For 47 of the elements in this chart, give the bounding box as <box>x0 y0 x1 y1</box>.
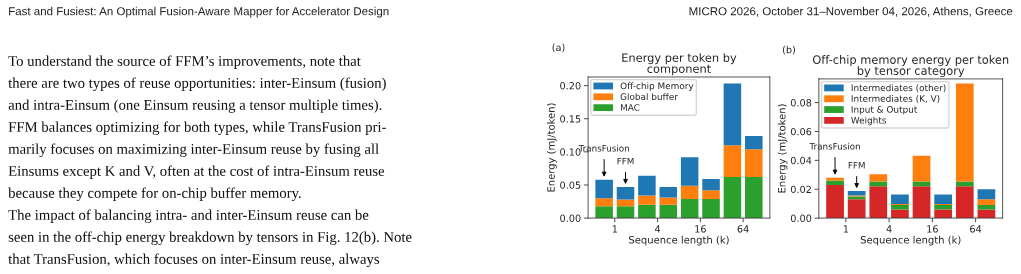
text: (b) <box>782 45 796 55</box>
y-axis-title: Energy (mJ/token) <box>777 104 788 193</box>
legend-label: Weights <box>851 116 887 126</box>
text: that TransFusion, which focuses on inter-Einsum reuse, always <box>8 253 380 267</box>
text: (a) <box>552 43 565 53</box>
y-tick-label: 0.02 <box>790 185 811 194</box>
text: and intra-Einsum (one Einsum reusing a tensor multiple times). <box>8 99 382 113</box>
y-tick-label: 0.20 <box>560 82 581 90</box>
text: MICRO 2026, October 31–November 04, 2026, Athens, Greece <box>689 6 1013 17</box>
text: Einsums except K and V, often at the cost of intra-Einsum reuse <box>8 165 385 179</box>
legend-label: Intermediates (other) <box>851 84 946 93</box>
x-axis-title: Sequence length (k) <box>860 235 961 246</box>
chart-title: Energy per token by component <box>622 53 737 76</box>
text: The impact of balancing intra- and inter-Einsum reuse can be <box>8 209 369 223</box>
x-tick-label: 64 <box>737 225 749 233</box>
y-tick-label: 0.00 <box>790 214 812 222</box>
y-tick-label: 0.08 <box>790 99 812 107</box>
legend-label: Global buffer <box>620 93 678 101</box>
x-tick-label: 16 <box>927 225 938 233</box>
x-tick-label: 4 <box>886 225 892 233</box>
y-axis-title: Energy (mJ/token) <box>547 103 557 192</box>
y-tick-label: 0.15 <box>560 115 581 123</box>
chart-title: Off-chip memory energy per token by tensor category <box>812 55 1009 78</box>
text: seen in the off-chip energy breakdown by tensors in Fig. 12(b). Note <box>8 231 412 245</box>
annotation: TransFusion <box>809 142 860 150</box>
x-axis-title: Sequence length (k) <box>629 235 729 246</box>
y-tick-label: 0.05 <box>560 181 581 189</box>
text: because they compete for on-chip buffer memory. <box>8 187 301 201</box>
y-tick-label: 0.04 <box>790 156 812 165</box>
legend-label: Intermediates (K, V) <box>851 95 940 103</box>
legend-label: Off-chip Memory <box>620 82 694 91</box>
legend-label: Input & Output <box>851 106 918 115</box>
legend-label: MAC <box>620 104 640 111</box>
y-tick-label: 0.00 <box>560 214 581 222</box>
annotation: FFM <box>617 157 634 165</box>
text: marily focuses on maximizing inter-Einsum reuse by fusing all <box>8 143 379 157</box>
text: Fast and Fusiest: An Optimal Fusion-Aware Mapper for Accelerator Design <box>9 6 389 18</box>
x-tick-label: 1 <box>843 225 849 233</box>
text: FFM balances optimizing for both types, while TransFusion pri- <box>8 121 386 135</box>
x-tick-label: 16 <box>695 225 706 233</box>
x-tick-label: 1 <box>612 225 618 233</box>
y-tick-label: 0.06 <box>790 127 812 136</box>
text: there are two types of reuse opportunities: inter-Einsum (fusion) <box>8 77 386 91</box>
x-tick-label: 64 <box>970 225 982 233</box>
annotation: FFM <box>848 162 865 169</box>
text: To understand the source of FFM’s improvements, note that <box>8 55 361 69</box>
x-tick-label: 4 <box>654 225 661 233</box>
